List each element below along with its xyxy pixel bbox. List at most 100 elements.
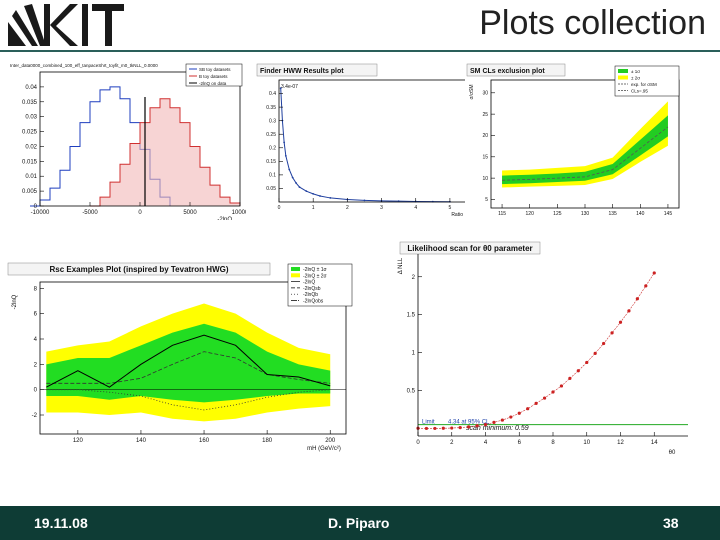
- hww-point: [312, 192, 315, 195]
- legend-swatch: [618, 69, 628, 73]
- x-axis-label: θ0: [669, 450, 676, 456]
- y-tick-label: 0: [34, 204, 38, 210]
- y-tick-label: 0.01: [25, 174, 37, 180]
- y-tick-label: 0.04: [25, 85, 37, 91]
- legend-entry: exp. for σSM: [631, 82, 657, 87]
- one-sigma-band: [46, 323, 331, 403]
- legend-entry: -2lnQsb: [303, 286, 321, 292]
- y-tick-label: -2: [32, 413, 38, 419]
- y-tick-label: 5: [485, 197, 488, 203]
- plot-title: Finder HWW Results plot: [260, 68, 344, 75]
- x-tick-label: -5000: [82, 210, 98, 216]
- likelihood-point: [602, 341, 606, 346]
- likelihood-point: [627, 309, 631, 313]
- legend-entry: CLs=.95: [631, 89, 648, 94]
- x-tick-label: -10000: [31, 210, 50, 216]
- likelihood-point: [424, 426, 429, 431]
- legend-entry: ± 2σ: [631, 76, 640, 81]
- footer-author: D. Piparo: [328, 515, 390, 531]
- x-tick-label: 3: [380, 205, 383, 211]
- background-line: [46, 389, 331, 411]
- plot-header-text: Inter_data0000_combined_100_eff_tanpaceS…: [10, 63, 158, 68]
- hww-point: [284, 155, 287, 157]
- hww-point: [298, 186, 301, 188]
- legend-entry: ± 1σ: [631, 69, 640, 74]
- plot-title-box: [466, 63, 566, 77]
- expected-line: [502, 126, 669, 181]
- legend-swatch: [291, 267, 300, 271]
- y-tick-label: 2: [34, 362, 38, 368]
- hww-point: [329, 197, 332, 199]
- legend-entry: SB toy datasets: [199, 67, 231, 72]
- y-tick-label: 6: [34, 312, 38, 318]
- y-tick-label: 1: [412, 351, 416, 357]
- likelihood-point: [441, 426, 445, 430]
- plot-frame: [39, 281, 347, 435]
- x-tick-label: 2: [450, 440, 454, 446]
- x-tick-label: 200: [325, 438, 336, 444]
- likelihood-point: [483, 423, 488, 427]
- legend-entry: -2lnQobs: [303, 299, 324, 305]
- observed-line: [46, 334, 331, 388]
- y-tick-label: 0.03: [25, 115, 37, 121]
- hww-point: [291, 176, 294, 179]
- legend-swatch: [618, 75, 628, 80]
- likelihood-curve: [417, 272, 655, 429]
- x-tick-label: 160: [199, 438, 210, 444]
- two-sigma-band: [502, 101, 668, 188]
- likelihood-point: [500, 418, 504, 422]
- y-axis-label: σ/σSM: [469, 84, 475, 99]
- x-tick-label: 0: [138, 210, 142, 216]
- y-tick-label: 0.1: [269, 173, 276, 179]
- x-tick-label: 8: [551, 440, 555, 446]
- y-tick-label: 0.02: [25, 144, 37, 150]
- top-label: 3.4e-07: [281, 84, 298, 90]
- likelihood-point: [450, 426, 454, 430]
- x-tick-label: 5000: [183, 210, 197, 216]
- limit-value: 4.34 at 95% CL: [448, 420, 490, 426]
- y-tick-label: 8: [34, 286, 38, 292]
- hww-results-plot: Finder HWW Results plot 3.4e-07 0.05 0.1 0.1…: [255, 62, 473, 220]
- legend-entry: -2lnQ: [303, 280, 315, 286]
- likelihood-point: [542, 396, 547, 400]
- likelihood-point: [568, 376, 572, 380]
- kit-logo: [8, 4, 124, 46]
- slide-title: Plots collection: [479, 4, 706, 42]
- plot-title-box: [256, 63, 378, 77]
- plot-title-box: [399, 241, 541, 255]
- limit-label: Limit: [422, 420, 435, 426]
- likelihood-point: [492, 420, 496, 424]
- likelihood-point: [576, 369, 580, 373]
- likelihood-point: [475, 424, 479, 428]
- footer-page-number: 38: [663, 515, 679, 531]
- y-tick-label: 30: [482, 90, 488, 96]
- plot-frame: [278, 79, 468, 203]
- x-tick-label: 2: [346, 205, 349, 211]
- y-tick-label: 0: [34, 388, 38, 394]
- x-tick-label: 125: [553, 211, 562, 217]
- likelihood-point: [433, 426, 437, 431]
- b-toy-histogram: [90, 98, 241, 207]
- y-tick-label: 0.2: [269, 145, 276, 151]
- x-tick-label: 120: [526, 211, 535, 217]
- x-tick-label: 120: [73, 438, 84, 444]
- legend-box: [185, 63, 243, 87]
- likelihood-point: [526, 407, 530, 411]
- x-tick-label: 10000: [232, 210, 246, 216]
- y-axis-label: -2lnQ: [12, 294, 18, 309]
- hww-point: [363, 199, 366, 202]
- x-tick-label: 1: [312, 205, 315, 211]
- likelihood-point: [509, 415, 513, 419]
- y-tick-label: 0.25: [266, 132, 276, 138]
- legend-entry: -2lnQb: [303, 292, 318, 298]
- likelihood-point: [559, 384, 564, 388]
- plot-title: Likelihood scan for θ0 parameter: [407, 244, 532, 253]
- footer-date: 19.11.08: [34, 515, 88, 531]
- likelihood-point: [534, 401, 538, 405]
- y-tick-label: 0.005: [22, 189, 38, 195]
- x-tick-label: 140: [636, 211, 645, 217]
- y-tick-label: 0.3: [269, 118, 276, 124]
- x-axis-label: mH (GeV/c²): [307, 446, 341, 452]
- toy-distribution-plot: Inter_data0000_combined_100_eff_tanpaceS…: [8, 60, 246, 220]
